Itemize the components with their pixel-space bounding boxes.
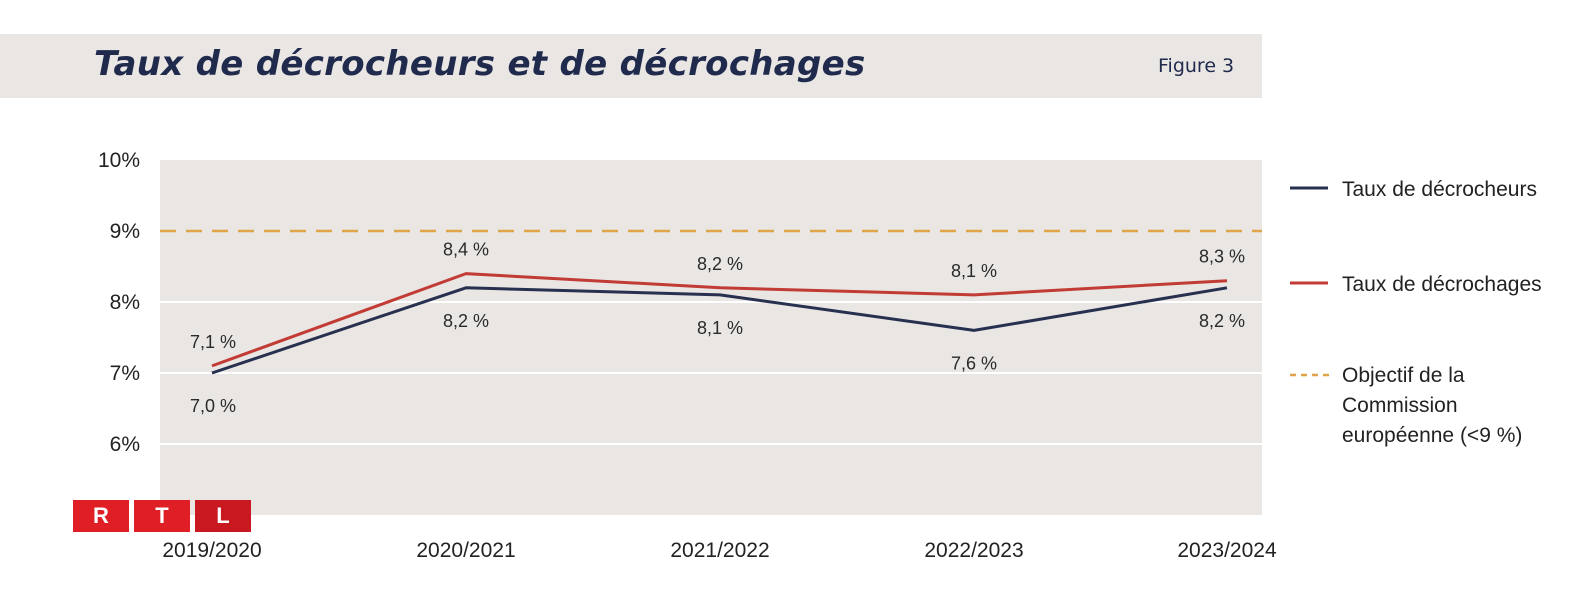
series-line-0 bbox=[211, 286, 1228, 375]
y-tick-label: 7% bbox=[110, 362, 140, 385]
y-tick-label: 8% bbox=[110, 291, 140, 314]
legend-label-target: Objectif de la bbox=[1342, 364, 1465, 387]
data-label: 8,1 % bbox=[697, 318, 743, 338]
data-label: 8,1 % bbox=[951, 261, 997, 281]
figure-label: Figure 3 bbox=[1158, 55, 1235, 77]
data-label: 8,2 % bbox=[443, 311, 489, 331]
rtl-logo: R T L bbox=[73, 500, 251, 532]
x-tick-label: 2019/2020 bbox=[162, 539, 261, 562]
x-tick-label: 2022/2023 bbox=[924, 539, 1023, 562]
data-label: 7,6 % bbox=[951, 353, 997, 373]
x-tick-label: 2021/2022 bbox=[670, 539, 769, 562]
legend-label: Taux de décrocheurs bbox=[1342, 178, 1537, 201]
logo-letter-l: L bbox=[195, 500, 251, 532]
data-label: 8,4 % bbox=[443, 240, 489, 260]
header-band bbox=[0, 34, 1262, 98]
logo-letter-t: T bbox=[134, 500, 190, 532]
series-line-1 bbox=[211, 272, 1228, 368]
y-tick-label: 6% bbox=[110, 433, 140, 456]
data-label: 8,3 % bbox=[1199, 247, 1245, 267]
legend-label: Taux de décrochages bbox=[1342, 273, 1542, 296]
y-tick-label: 10% bbox=[98, 149, 140, 172]
legend-label-target: européenne (<9 %) bbox=[1342, 424, 1522, 447]
data-label: 8,2 % bbox=[697, 254, 743, 274]
x-tick-label: 2023/2024 bbox=[1177, 539, 1277, 562]
chart-title: Taux de décrocheurs et de décrochages bbox=[94, 44, 866, 84]
legend-label-target: Commission bbox=[1342, 394, 1458, 417]
data-label: 8,2 % bbox=[1199, 311, 1245, 331]
y-tick-label: 9% bbox=[110, 220, 140, 243]
data-label: 7,1 % bbox=[190, 332, 236, 352]
x-tick-label: 2020/2021 bbox=[416, 539, 515, 562]
logo-letter-r: R bbox=[73, 500, 129, 532]
data-label: 7,0 % bbox=[190, 396, 236, 416]
plot-area bbox=[160, 160, 1262, 515]
